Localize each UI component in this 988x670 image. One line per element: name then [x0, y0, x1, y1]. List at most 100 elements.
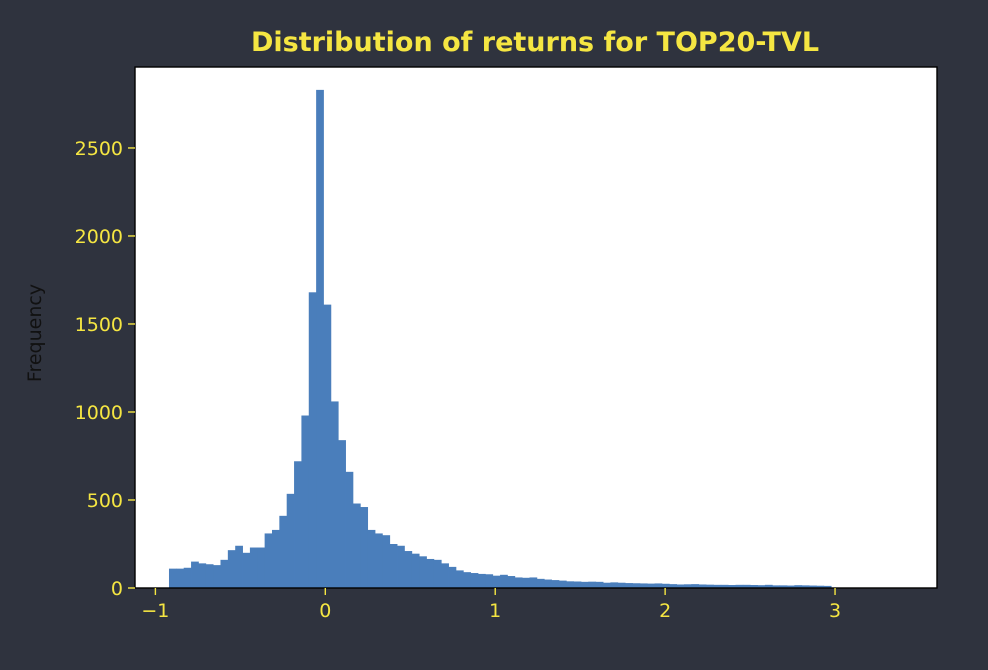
histogram-bar [698, 584, 707, 588]
histogram-bar [264, 533, 273, 588]
histogram-bar [176, 568, 185, 588]
histogram-bar [198, 563, 207, 588]
histogram-bar [764, 584, 773, 588]
histogram-bar [492, 575, 501, 588]
histogram-bar [551, 580, 560, 588]
histogram-bar [404, 551, 413, 588]
chart-title: Distribution of returns for TOP20-TVL [251, 27, 819, 58]
y-tick-label: 0 [111, 578, 123, 600]
histogram-bar [338, 440, 346, 588]
histogram-bar [514, 577, 523, 588]
histogram-bar [485, 574, 494, 588]
histogram-bar [823, 585, 832, 588]
histogram-bar [558, 580, 567, 588]
histogram-bar [728, 585, 736, 588]
histogram-bar [588, 581, 597, 588]
histogram-bar [676, 584, 685, 588]
histogram-bar [470, 573, 479, 588]
histogram-bar [625, 583, 633, 588]
histogram-bar [500, 574, 508, 588]
histogram-bar [654, 583, 663, 588]
histogram-bar [220, 559, 229, 588]
histogram-bar [816, 585, 825, 588]
histogram-bar [301, 415, 310, 588]
y-tick-label: 2500 [75, 138, 123, 160]
histogram-bar [544, 579, 552, 588]
histogram-bar [595, 581, 604, 588]
histogram-bar [779, 585, 788, 588]
x-tick-label: 0 [319, 600, 331, 622]
y-axis: 0 500 1000 1500 2000 2500 [75, 138, 135, 600]
histogram-bar [360, 507, 369, 588]
x-tick-label: 3 [829, 600, 841, 622]
histogram-bar [691, 584, 700, 588]
histogram-bar [389, 544, 398, 588]
x-tick-label: 1 [489, 600, 501, 622]
histogram-bar [249, 547, 258, 588]
histogram-bar [610, 582, 619, 588]
y-axis-label: Frequency [24, 284, 46, 382]
histogram-bar [235, 545, 243, 588]
histogram-bar [566, 581, 575, 588]
bar-group [168, 89, 832, 588]
histogram-bar [809, 585, 817, 588]
histogram-bar [183, 567, 192, 588]
histogram-bar [573, 581, 582, 588]
histogram-bar [330, 401, 339, 588]
plot-frame [134, 66, 938, 589]
histogram-bar [433, 559, 442, 588]
histogram-bar [257, 547, 266, 588]
histogram-bar [397, 545, 405, 588]
histogram-bar [279, 515, 288, 588]
histogram-bar [669, 584, 678, 588]
histogram-bar [632, 583, 641, 588]
histogram-bar [507, 576, 516, 588]
histogram-bar [580, 581, 589, 588]
histogram-bar [367, 529, 376, 588]
y-tick-label: 2000 [75, 226, 123, 248]
histogram-bar [720, 584, 729, 588]
histogram-bar [374, 533, 383, 588]
histogram-bar [757, 585, 766, 588]
histogram-bar [205, 564, 214, 588]
histogram-bar [294, 461, 302, 588]
histogram-bar [647, 583, 655, 588]
histogram-bar [735, 584, 744, 588]
histogram-bar [617, 582, 626, 588]
histogram-bar [639, 583, 648, 588]
histogram-bar [227, 550, 236, 588]
histogram-bar [426, 558, 435, 588]
histogram-bar [750, 585, 758, 588]
histogram-bar [316, 89, 324, 588]
histogram-bar [345, 471, 354, 588]
histogram-bar [382, 535, 391, 588]
histogram-bar [529, 577, 538, 588]
histogram-bar [713, 584, 722, 588]
histogram-bar [286, 493, 295, 588]
histogram-bar [455, 570, 464, 588]
x-tick-label: −1 [141, 600, 169, 622]
histogram-bar [522, 577, 530, 588]
histogram-bar [801, 585, 810, 588]
histogram-bar [352, 503, 361, 588]
histogram-bar [308, 292, 317, 588]
histogram-bar [536, 578, 545, 588]
histogram-bar [706, 584, 714, 588]
histogram-bar [787, 585, 795, 588]
y-tick-label: 500 [87, 490, 123, 512]
histogram-bar [271, 529, 280, 588]
x-axis: −1 0 1 2 3 [141, 588, 841, 622]
histogram-bar [742, 584, 751, 588]
y-tick-label: 1000 [75, 402, 123, 424]
histogram-bar [772, 585, 781, 588]
histogram-bar [323, 304, 332, 588]
histogram-bar [794, 585, 803, 588]
histogram-bar [661, 583, 670, 588]
histogram-bar [684, 584, 692, 588]
x-tick-label: 2 [659, 600, 671, 622]
histogram-bar [448, 566, 457, 588]
histogram-bar [168, 568, 177, 588]
histogram-bar [463, 572, 472, 588]
